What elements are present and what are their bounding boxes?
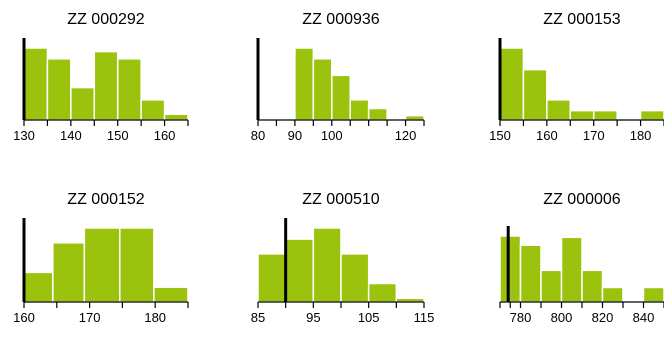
x-tick-label: 170: [583, 128, 605, 143]
histogram-bar: [603, 287, 624, 302]
histogram-bar: [24, 272, 53, 302]
panel-title: ZZ 000510: [302, 191, 379, 208]
histogram-bar: [500, 48, 523, 120]
histogram-panel: ZZ 000153 150 160 170 180: [489, 11, 664, 143]
histogram-bar: [582, 270, 603, 302]
histogram-bar: [258, 254, 286, 302]
histogram-bar: [521, 245, 542, 302]
x-tick-label: 780: [510, 310, 532, 325]
x-tick-label: 85: [251, 310, 265, 325]
histogram-bar: [523, 70, 546, 120]
histogram-bar: [94, 52, 117, 120]
x-tick-label: 100: [321, 128, 343, 143]
histogram-bar: [47, 59, 70, 120]
x-tick-label: 150: [489, 128, 511, 143]
x-tick-label: 140: [60, 128, 82, 143]
histogram-bar: [406, 116, 424, 120]
histogram-bar: [500, 236, 521, 302]
histogram-bar: [644, 287, 664, 302]
histogram-bar: [84, 228, 119, 302]
x-tick-label: 800: [551, 310, 573, 325]
x-tick-label: 115: [414, 310, 435, 325]
x-tick-label: 160: [536, 128, 558, 143]
x-tick-label: 160: [154, 128, 176, 143]
x-tick-label: 95: [306, 310, 320, 325]
histogram-bar: [71, 88, 94, 120]
x-tick-label: 90: [288, 128, 302, 143]
histogram-panel: ZZ 000006 780 800 820 840: [500, 191, 664, 325]
histogram-bar: [141, 100, 164, 120]
x-tick-label: 820: [592, 310, 614, 325]
histogram-bar: [313, 228, 341, 302]
histogram-bar: [53, 243, 84, 302]
x-tick-label: 180: [144, 310, 166, 325]
histogram-bar: [547, 100, 570, 120]
histogram-bar: [341, 254, 369, 302]
histogram-bar: [641, 111, 664, 120]
histogram-bar: [165, 114, 188, 120]
histogram-panel: ZZ 000936 80 90 100 120: [251, 11, 424, 143]
x-tick-label: 105: [358, 310, 380, 325]
x-tick-label: 120: [395, 128, 417, 143]
x-tick-label: 160: [13, 310, 35, 325]
histogram-bar: [24, 48, 47, 120]
histogram-panel: ZZ 000292 130 140 150 160: [13, 11, 188, 143]
histogram-bar: [369, 108, 387, 120]
panel-title: ZZ 000152: [67, 191, 144, 208]
histogram-bar: [369, 284, 397, 303]
histogram-bar: [120, 228, 154, 302]
x-tick-label: 80: [251, 128, 265, 143]
histogram-panel: ZZ 000152 160 170 180: [13, 191, 188, 325]
panel-title: ZZ 000936: [302, 11, 379, 28]
histogram-bar: [154, 287, 188, 302]
histogram-bar: [594, 111, 617, 120]
panel-title: ZZ 000153: [543, 11, 620, 28]
x-tick-label: 840: [633, 310, 655, 325]
histogram-bar: [570, 111, 593, 120]
histogram-bar: [350, 100, 368, 120]
panel-title: ZZ 000006: [543, 191, 620, 208]
histogram-bar: [541, 270, 562, 302]
x-tick-label: 130: [13, 128, 35, 143]
histogram-bar: [332, 75, 350, 120]
histogram-bar: [313, 59, 331, 120]
x-tick-label: 150: [107, 128, 129, 143]
histogram-bar: [295, 48, 313, 120]
x-tick-label: 170: [79, 310, 101, 325]
histogram-bar: [118, 59, 141, 120]
histogram-bar: [286, 239, 314, 302]
panel-title: ZZ 000292: [67, 11, 144, 28]
x-tick-label: 180: [630, 128, 652, 143]
histogram-bar: [562, 237, 583, 302]
histogram-panel: ZZ 000510 85 95 105 115: [251, 191, 435, 325]
